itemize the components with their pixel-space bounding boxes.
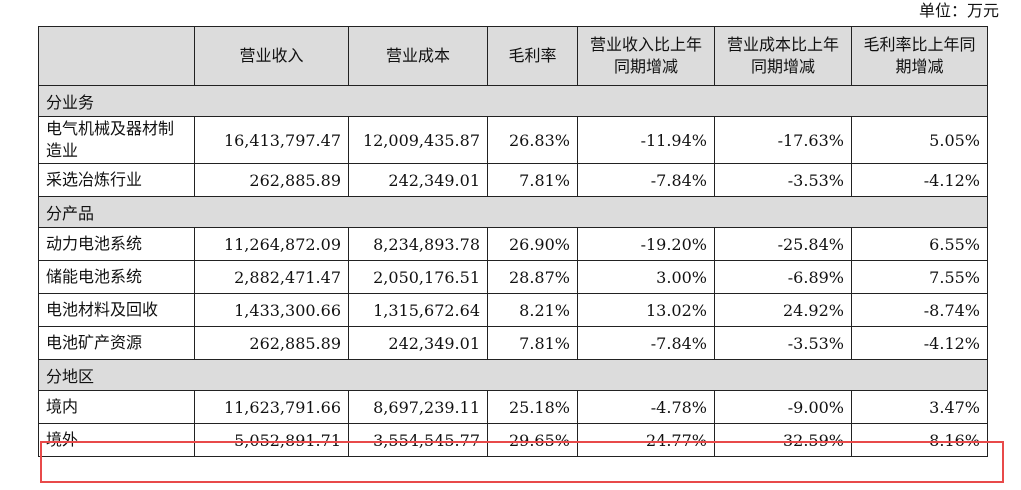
cell-cost: 8,697,239.11 [348, 390, 488, 424]
cell-margin: 25.18% [487, 390, 578, 424]
cell-cost: 8,234,893.78 [348, 227, 488, 261]
cell-margin: 26.83% [487, 116, 578, 164]
cell-revenue: 5,052,891.71 [194, 423, 349, 457]
cell-revenue-change: -7.84% [577, 326, 715, 360]
cell-revenue-change: -4.78% [577, 390, 715, 424]
table-row: 境内 11,623,791.66 8,697,239.11 25.18% -4.… [38, 390, 988, 424]
cell-cost: 242,349.01 [348, 163, 488, 197]
row-name: 境内 [38, 390, 195, 424]
cell-revenue: 16,413,797.47 [194, 116, 349, 164]
table-row: 电池矿产资源 262,885.89 242,349.01 7.81% -7.84… [38, 326, 988, 360]
row-name: 动力电池系统 [38, 227, 195, 261]
cell-margin: 7.81% [487, 163, 578, 197]
cell-margin: 26.90% [487, 227, 578, 261]
row-name: 电池矿产资源 [38, 326, 195, 360]
cell-cost-change: -9.00% [714, 390, 852, 424]
header-margin: 毛利率 [487, 26, 578, 86]
cell-cost: 2,050,176.51 [348, 260, 488, 294]
cell-revenue-change: -11.94% [577, 116, 715, 164]
cell-margin-change: -8.74% [851, 293, 988, 327]
cell-cost-change: -6.89% [714, 260, 852, 294]
table-row: 采选冶炼行业 262,885.89 242,349.01 7.81% -7.84… [38, 163, 988, 197]
cell-cost: 3,554,545.77 [348, 423, 488, 457]
header-row: 营业收入 营业成本 毛利率 营业收入比上年同期增减 营业成本比上年同期增减 毛利… [38, 26, 988, 86]
cell-revenue: 262,885.89 [194, 326, 349, 360]
header-revenue-change: 营业收入比上年同期增减 [577, 26, 715, 86]
cell-margin: 8.21% [487, 293, 578, 327]
cell-cost: 242,349.01 [348, 326, 488, 360]
cell-revenue-change: -7.84% [577, 163, 715, 197]
table-row-highlighted: 境外 5,052,891.71 3,554,545.77 29.65% -24.… [38, 423, 988, 457]
cell-revenue: 262,885.89 [194, 163, 349, 197]
cell-margin-change: 3.47% [851, 390, 988, 424]
section-title: 分产品 [38, 196, 988, 228]
cell-revenue-change: -24.77% [577, 423, 715, 457]
table-row: 电气机械及器材制造业 16,413,797.47 12,009,435.87 2… [38, 116, 988, 164]
unit-label: 单位：万元 [918, 1, 999, 20]
cell-margin: 29.65% [487, 423, 578, 457]
row-name: 电池材料及回收 [38, 293, 195, 327]
header-cost: 营业成本 [348, 26, 488, 86]
header-margin-change: 毛利率比上年同期增减 [851, 26, 988, 86]
cell-margin-change: 5.05% [851, 116, 988, 164]
cell-cost-change: -25.84% [714, 227, 852, 261]
cell-cost-change: -3.53% [714, 163, 852, 197]
cell-cost-change: -17.63% [714, 116, 852, 164]
cell-margin-change: 7.55% [851, 260, 988, 294]
section-row: 分地区 [38, 359, 988, 391]
cell-revenue: 11,623,791.66 [194, 390, 349, 424]
cell-margin-change: 6.55% [851, 227, 988, 261]
cell-margin: 7.81% [487, 326, 578, 360]
row-name: 采选冶炼行业 [38, 163, 195, 197]
header-revenue: 营业收入 [194, 26, 349, 86]
section-row: 分产品 [38, 196, 988, 228]
cell-revenue: 1,433,300.66 [194, 293, 349, 327]
section-row: 分业务 [38, 85, 988, 117]
row-name: 储能电池系统 [38, 260, 195, 294]
section-title: 分业务 [38, 85, 988, 117]
cell-revenue: 2,882,471.47 [194, 260, 349, 294]
row-name: 境外 [38, 423, 195, 457]
section-title: 分地区 [38, 359, 988, 391]
cell-cost: 1,315,672.64 [348, 293, 488, 327]
cell-revenue: 11,264,872.09 [194, 227, 349, 261]
cell-cost: 12,009,435.87 [348, 116, 488, 164]
cell-cost-change: 24.92% [714, 293, 852, 327]
table-row: 电池材料及回收 1,433,300.66 1,315,672.64 8.21% … [38, 293, 988, 327]
cell-cost-change: -32.59% [714, 423, 852, 457]
cell-margin: 28.87% [487, 260, 578, 294]
cell-cost-change: -3.53% [714, 326, 852, 360]
cell-revenue-change: 3.00% [577, 260, 715, 294]
row-name: 电气机械及器材制造业 [38, 116, 195, 164]
cell-revenue-change: 13.02% [577, 293, 715, 327]
cell-margin-change: -4.12% [851, 326, 988, 360]
cell-margin-change: 8.16% [851, 423, 988, 457]
cell-margin-change: -4.12% [851, 163, 988, 197]
cell-revenue-change: -19.20% [577, 227, 715, 261]
financial-table: 营业收入 营业成本 毛利率 营业收入比上年同期增减 营业成本比上年同期增减 毛利… [38, 26, 988, 457]
table-row: 储能电池系统 2,882,471.47 2,050,176.51 28.87% … [38, 260, 988, 294]
header-cost-change: 营业成本比上年同期增减 [714, 26, 852, 86]
header-blank [38, 26, 195, 86]
table-row: 动力电池系统 11,264,872.09 8,234,893.78 26.90%… [38, 227, 988, 261]
